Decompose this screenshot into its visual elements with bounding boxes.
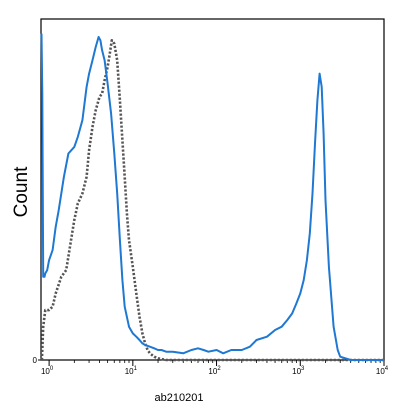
sample-histogram-line	[40, 33, 384, 361]
x-tick-label-exponent: 3	[301, 366, 305, 372]
x-tick-label-base: 10	[208, 367, 217, 376]
x-ticks: 100 101 102 103 104	[41, 360, 389, 376]
x-tick-label-base: 10	[376, 367, 385, 376]
x-tick-label: 100	[41, 366, 54, 376]
x-tick-label-exponent: 1	[134, 366, 138, 372]
x-tick-label-exponent: 4	[385, 366, 389, 372]
series-group	[40, 33, 384, 362]
x-tick-label: 101	[125, 366, 138, 376]
x-tick-label-exponent: 0	[50, 366, 54, 372]
x-tick-label: 102	[208, 366, 221, 376]
x-tick-label: 103	[292, 366, 305, 376]
y-tick-label: 0	[33, 356, 38, 365]
x-tick-label: 104	[376, 366, 389, 376]
x-axis-label: ab210201	[154, 392, 204, 404]
y-ticks: 0	[33, 356, 41, 365]
x-tick-label-base: 10	[125, 367, 134, 376]
x-tick-label-base: 10	[41, 367, 50, 376]
x-tick-label-base: 10	[292, 367, 301, 376]
x-tick-label-exponent: 2	[217, 366, 221, 372]
isotype-control-line	[40, 39, 384, 362]
y-axis-label: Count	[11, 166, 32, 218]
